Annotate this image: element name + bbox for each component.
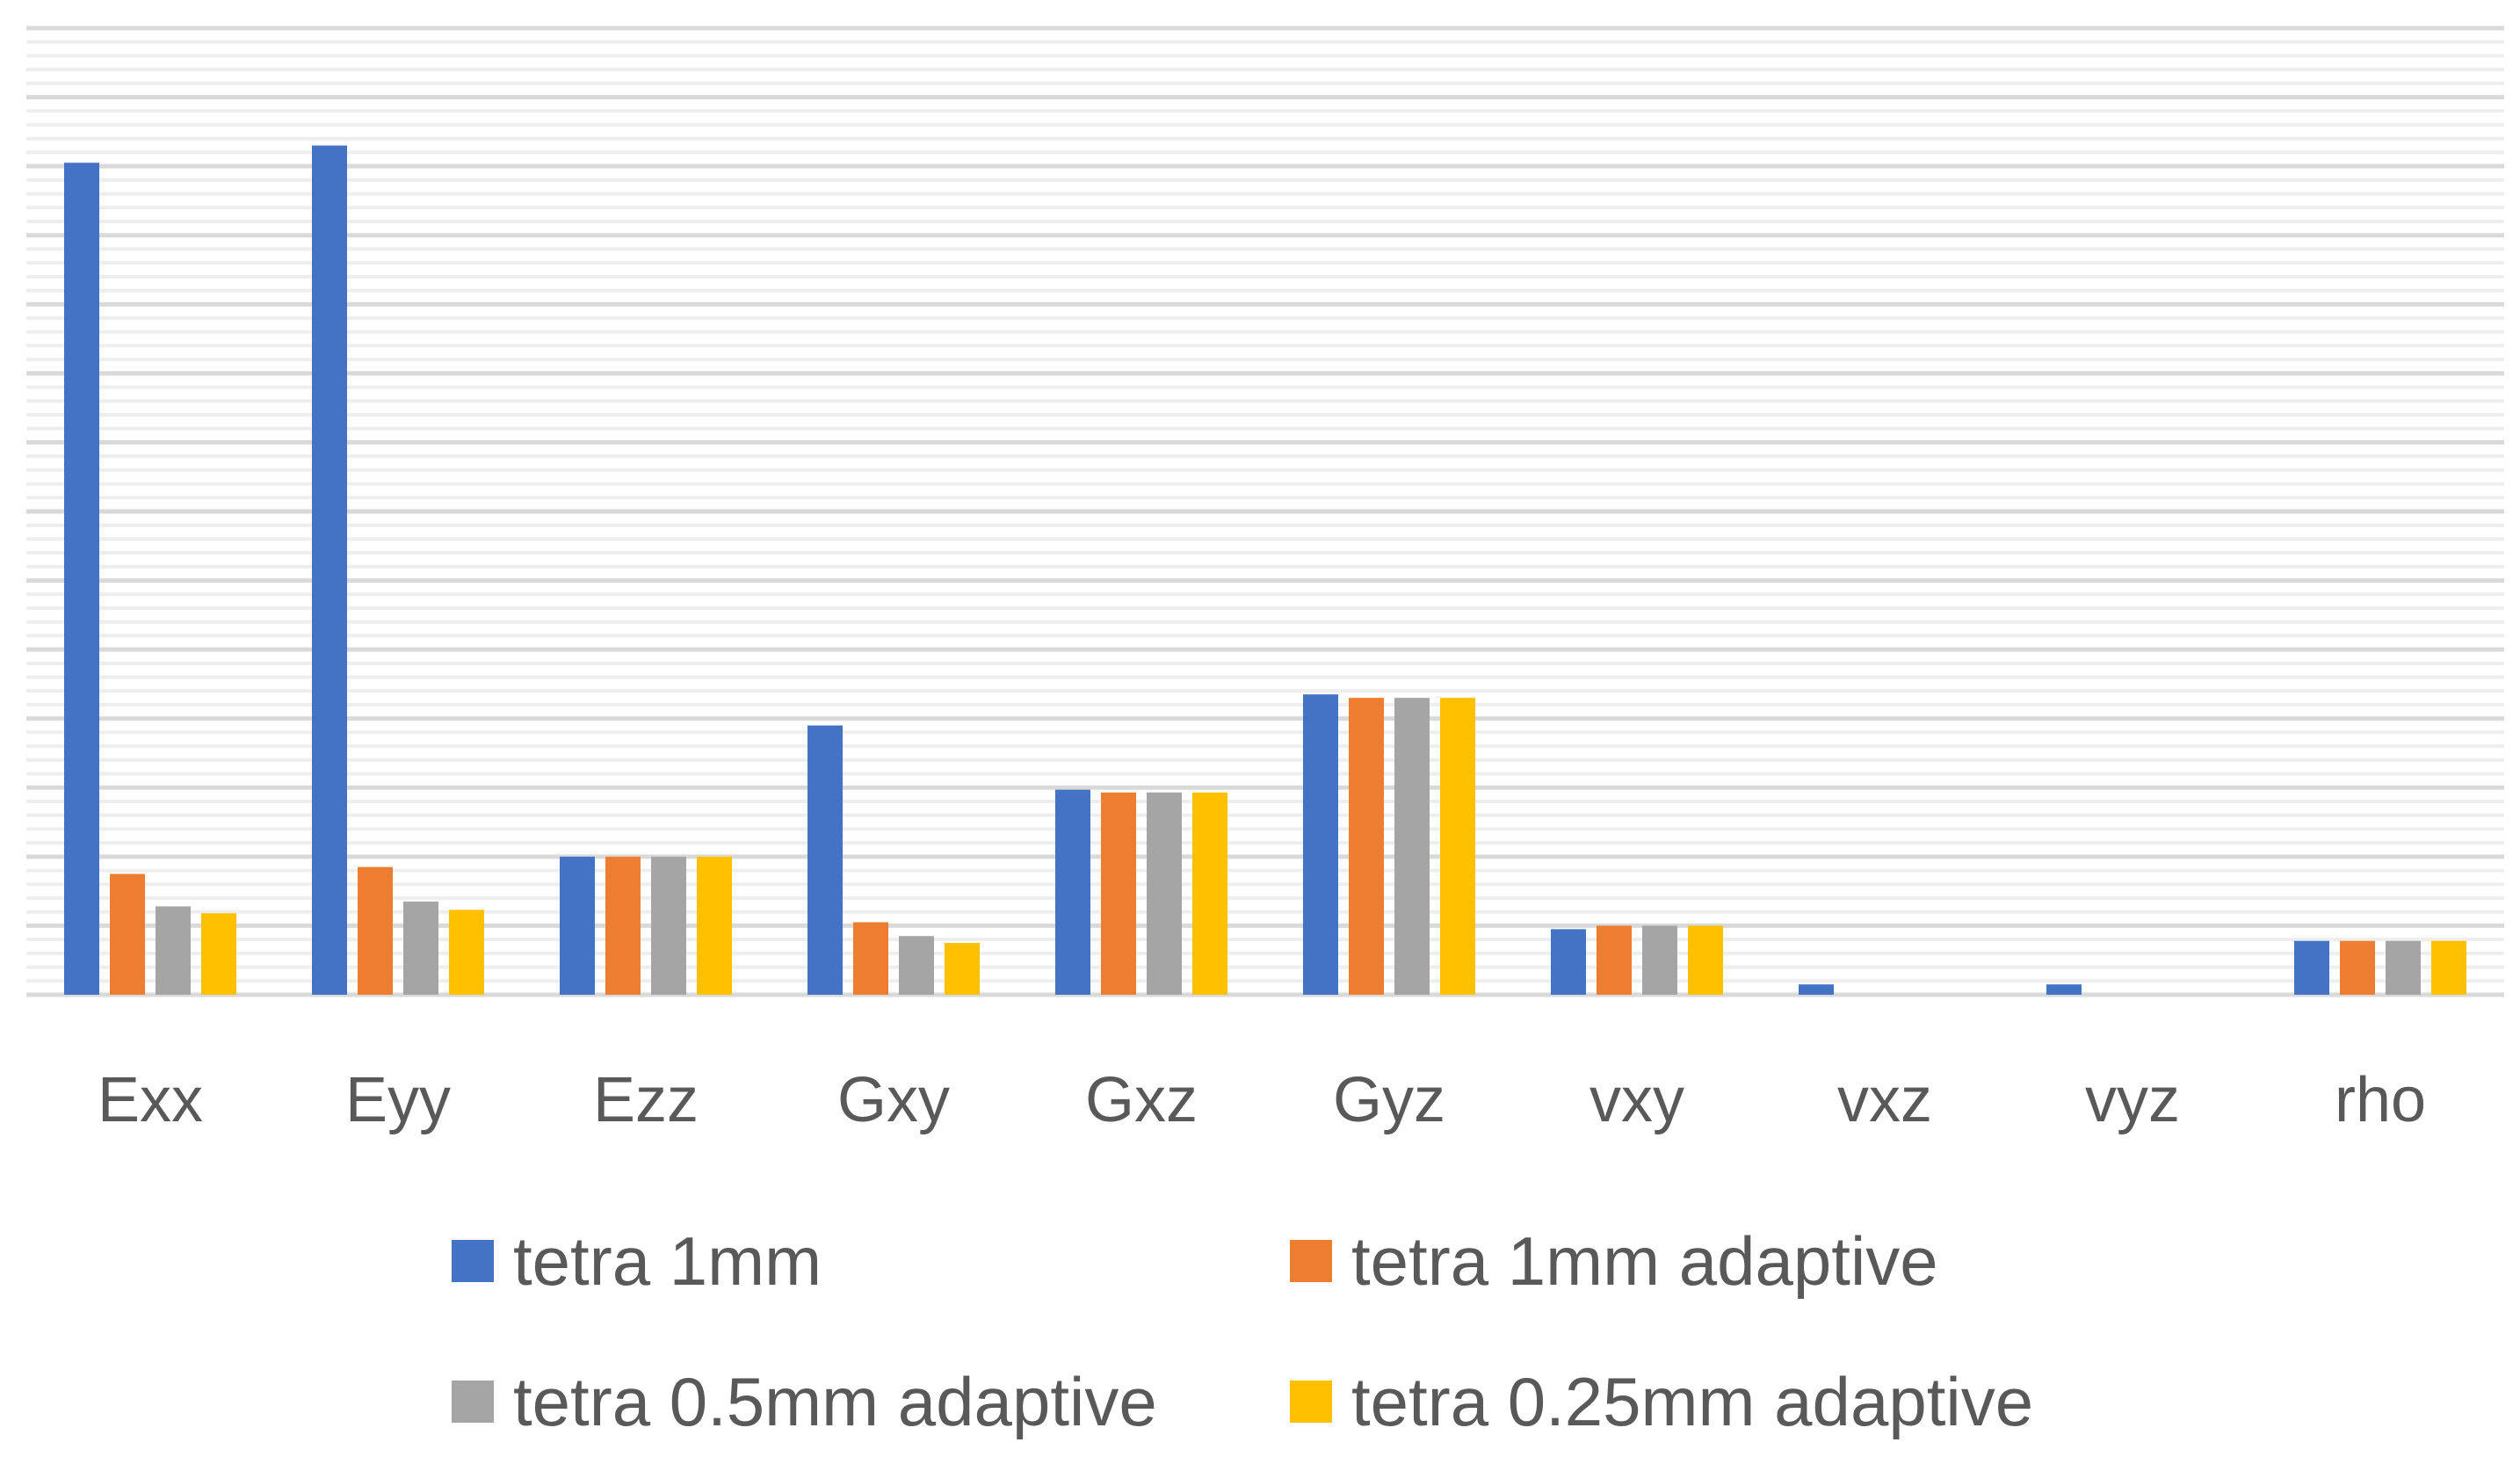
x-tick-label: Exx (98, 1065, 203, 1135)
bar-vxy-series-3 (1688, 925, 1723, 995)
x-tick-labels: Exx Eyy Ezz Gxy Gxz Gyz vxy vxz vyz rho (98, 1065, 2426, 1135)
x-tick-label: vyz (2085, 1065, 2180, 1135)
bar-exx-series-3 (201, 913, 236, 995)
legend-label: tetra 1mm (513, 1221, 822, 1300)
legend-swatch (452, 1381, 494, 1423)
bar-gxz-series-3 (1192, 792, 1227, 995)
legend-item-tetra-0.25mm-adaptive: tetra 0.25mm adaptive (1290, 1362, 2033, 1441)
bar-ezz-series-1 (605, 856, 641, 995)
x-tick-label: vxz (1837, 1065, 1932, 1135)
bar-gxy-series-3 (945, 943, 980, 995)
x-tick-label: Gxy (837, 1065, 950, 1135)
bar-chart: Exx Eyy Ezz Gxy Gxz Gyz vxy vxz vyz rho (26, 25, 2504, 1135)
legend-swatch (452, 1240, 494, 1282)
legend-label: tetra 0.5mm adaptive (513, 1362, 1157, 1440)
bar-gxz-series-2 (1147, 792, 1182, 995)
x-tick-label: Ezz (593, 1065, 699, 1135)
bar-rho-series-2 (2386, 940, 2421, 995)
bar-rho-series-0 (2294, 940, 2329, 995)
gridlines (26, 25, 2504, 983)
bar-gyz-series-3 (1440, 698, 1475, 995)
legend: tetra 1mm tetra 1mm adaptive tetra 0.5mm… (0, 1204, 2520, 1464)
bar-gxz-series-1 (1101, 792, 1136, 995)
bar-gxy-series-1 (853, 922, 888, 995)
bar-gxy-series-2 (899, 936, 934, 995)
x-tick-label: vxy (1589, 1065, 1684, 1135)
bar-eyy-series-0 (312, 145, 347, 996)
bar-rho-series-3 (2431, 940, 2466, 995)
bar-vxy-series-0 (1551, 929, 1586, 995)
bar-gyz-series-2 (1394, 698, 1430, 995)
bars (64, 145, 2466, 996)
x-tick-label: rho (2335, 1065, 2426, 1135)
legend-label: tetra 1mm adaptive (1351, 1221, 1938, 1300)
bar-eyy-series-2 (403, 901, 438, 995)
bar-gyz-series-0 (1303, 694, 1338, 995)
bar-eyy-series-1 (358, 866, 393, 995)
x-tick-label: Gyz (1333, 1065, 1445, 1135)
bar-vxz-series-0 (1799, 984, 1834, 995)
x-tick-label: Eyy (345, 1065, 451, 1135)
x-tick-label: Gxz (1085, 1065, 1198, 1135)
bar-rho-series-1 (2340, 940, 2375, 995)
bar-vyz-series-0 (2046, 984, 2082, 995)
bar-vxy-series-1 (1597, 925, 1632, 995)
bar-eyy-series-3 (449, 910, 484, 995)
bar-exx-series-2 (156, 906, 191, 995)
legend-swatch (1290, 1381, 1332, 1423)
legend-item-tetra-0.5mm-adaptive: tetra 0.5mm adaptive (452, 1362, 1157, 1441)
legend-item-tetra-1mm: tetra 1mm (452, 1221, 822, 1301)
legend-item-tetra-1mm-adaptive: tetra 1mm adaptive (1290, 1221, 1938, 1301)
legend-label: tetra 0.25mm adaptive (1351, 1362, 2034, 1440)
bar-exx-series-1 (110, 873, 145, 995)
bar-ezz-series-3 (697, 856, 732, 995)
bar-exx-series-0 (64, 163, 99, 995)
bar-gxy-series-0 (807, 725, 843, 995)
bar-gxz-series-0 (1055, 789, 1090, 995)
bar-ezz-series-2 (651, 856, 686, 995)
bar-ezz-series-0 (560, 856, 595, 995)
bar-vxy-series-2 (1642, 925, 1677, 995)
bar-gyz-series-1 (1349, 698, 1384, 995)
legend-swatch (1290, 1240, 1332, 1282)
